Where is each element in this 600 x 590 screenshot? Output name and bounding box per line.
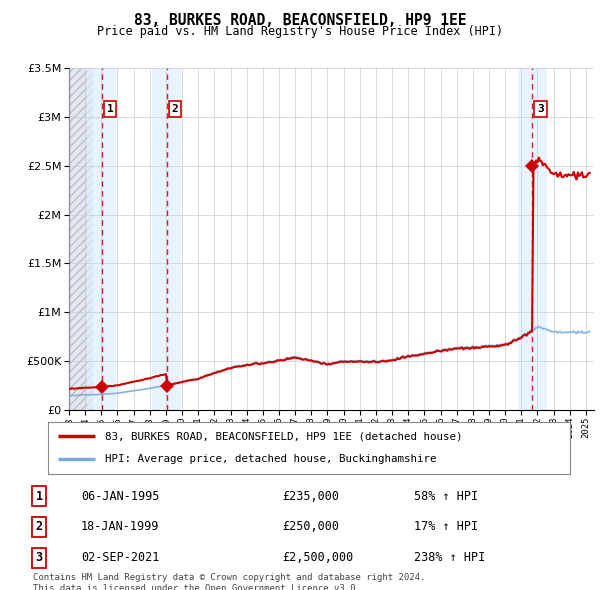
- Text: Contains HM Land Registry data © Crown copyright and database right 2024.
This d: Contains HM Land Registry data © Crown c…: [33, 573, 425, 590]
- Text: 3: 3: [35, 551, 43, 564]
- Text: £2,500,000: £2,500,000: [282, 551, 353, 564]
- Text: Price paid vs. HM Land Registry's House Price Index (HPI): Price paid vs. HM Land Registry's House …: [97, 25, 503, 38]
- Bar: [69, 68, 93, 410]
- Bar: [518, 68, 547, 410]
- Text: 1: 1: [35, 490, 43, 503]
- Text: 2: 2: [172, 104, 178, 114]
- Text: 06-JAN-1995: 06-JAN-1995: [81, 490, 160, 503]
- Text: £250,000: £250,000: [282, 520, 339, 533]
- Bar: [88, 68, 116, 410]
- Text: 2: 2: [35, 520, 43, 533]
- Bar: [152, 68, 181, 410]
- Text: 1: 1: [107, 104, 113, 114]
- Text: 83, BURKES ROAD, BEACONSFIELD, HP9 1EE: 83, BURKES ROAD, BEACONSFIELD, HP9 1EE: [134, 13, 466, 28]
- Text: HPI: Average price, detached house, Buckinghamshire: HPI: Average price, detached house, Buck…: [106, 454, 437, 464]
- Text: 02-SEP-2021: 02-SEP-2021: [81, 551, 160, 564]
- Text: 58% ↑ HPI: 58% ↑ HPI: [414, 490, 478, 503]
- Text: 18-JAN-1999: 18-JAN-1999: [81, 520, 160, 533]
- Text: £235,000: £235,000: [282, 490, 339, 503]
- Text: 17% ↑ HPI: 17% ↑ HPI: [414, 520, 478, 533]
- Text: 83, BURKES ROAD, BEACONSFIELD, HP9 1EE (detached house): 83, BURKES ROAD, BEACONSFIELD, HP9 1EE (…: [106, 431, 463, 441]
- Text: 238% ↑ HPI: 238% ↑ HPI: [414, 551, 485, 564]
- Text: 3: 3: [537, 104, 544, 114]
